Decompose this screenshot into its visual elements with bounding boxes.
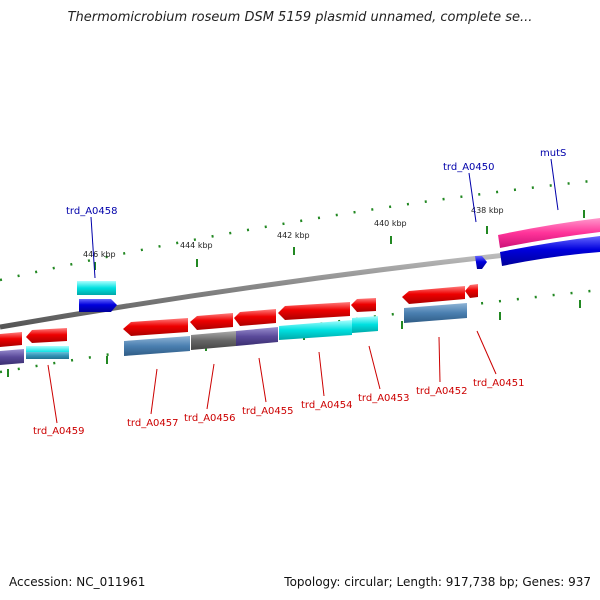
leader-lines-blue (90, 158, 559, 279)
gene-trd-a0459-partial-left[interactable] (0, 332, 22, 347)
reverse-genes (0, 284, 478, 365)
gene-trd-a0457[interactable] (123, 318, 188, 336)
genome-summary-text: Topology: circular; Length: 917,738 bp; … (284, 575, 591, 589)
gene-trd-a0451[interactable] (465, 284, 478, 298)
gene-trd-a0452[interactable] (402, 286, 465, 304)
tick-label-442: 442 kbp (277, 231, 310, 240)
label-trd-a0450: trd_A0450 (443, 162, 495, 173)
outer-tick-ring (0, 178, 600, 282)
gene-trd-a0457-cog[interactable] (124, 336, 190, 356)
forward-genes (77, 218, 600, 312)
label-trd-a0451: trd_A0451 (473, 378, 525, 389)
tick-label-444: 444 kbp (180, 241, 213, 250)
gene-trd-a0458[interactable] (79, 299, 117, 312)
gene-trd-a0459[interactable] (26, 328, 67, 343)
gene-trd-a0454-cog[interactable] (279, 320, 352, 340)
label-muts: mutS (540, 148, 566, 159)
gene-trd-a0450[interactable] (475, 256, 487, 269)
accession-text: Accession: NC_011961 (9, 575, 146, 589)
gene-trd-a0455-cog[interactable] (236, 327, 278, 346)
label-trd-a0452: trd_A0452 (416, 386, 468, 397)
gene-trd-a0452-cog[interactable] (404, 303, 467, 323)
label-trd-a0458: trd_A0458 (66, 206, 118, 217)
gene-muts[interactable] (500, 236, 600, 266)
tick-label-446: 446 kbp (83, 250, 116, 259)
label-trd-a0456: trd_A0456 (184, 413, 236, 424)
gene-trd-a0458-cog[interactable] (77, 281, 116, 295)
label-trd-a0453: trd_A0453 (358, 393, 410, 404)
gene-trd-a0455[interactable] (234, 309, 276, 326)
gene-trd-a0456-cog[interactable] (191, 331, 236, 350)
label-trd-a0459: trd_A0459 (33, 426, 85, 437)
label-trd-a0455: trd_A0455 (242, 406, 294, 417)
map-title: Thermomicrobium roseum DSM 5159 plasmid … (67, 10, 533, 25)
leader-lines-red (47, 330, 497, 424)
gene-trd-a0453[interactable] (351, 298, 376, 312)
label-trd-a0454: trd_A0454 (301, 400, 353, 411)
tick-label-440: 440 kbp (374, 219, 407, 228)
gene-trd-a0459-partial-left-cog[interactable] (0, 349, 24, 365)
gene-trd-a0459-cog-lower (26, 352, 69, 359)
gene-trd-a0454[interactable] (278, 302, 350, 320)
label-trd-a0457: trd_A0457 (127, 418, 179, 429)
gene-muts-cog[interactable] (498, 218, 600, 248)
gene-trd-a0456[interactable] (190, 313, 233, 330)
tick-label-438: 438 kbp (471, 206, 504, 215)
gene-trd-a0453-cog[interactable] (352, 316, 378, 333)
